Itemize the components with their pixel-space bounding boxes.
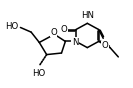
Text: HO: HO	[32, 69, 45, 78]
Text: HN: HN	[81, 11, 94, 20]
Text: O: O	[101, 41, 108, 50]
Text: HO: HO	[5, 22, 18, 31]
Text: O: O	[50, 28, 57, 37]
Text: O: O	[60, 25, 67, 34]
Text: N: N	[72, 38, 78, 47]
